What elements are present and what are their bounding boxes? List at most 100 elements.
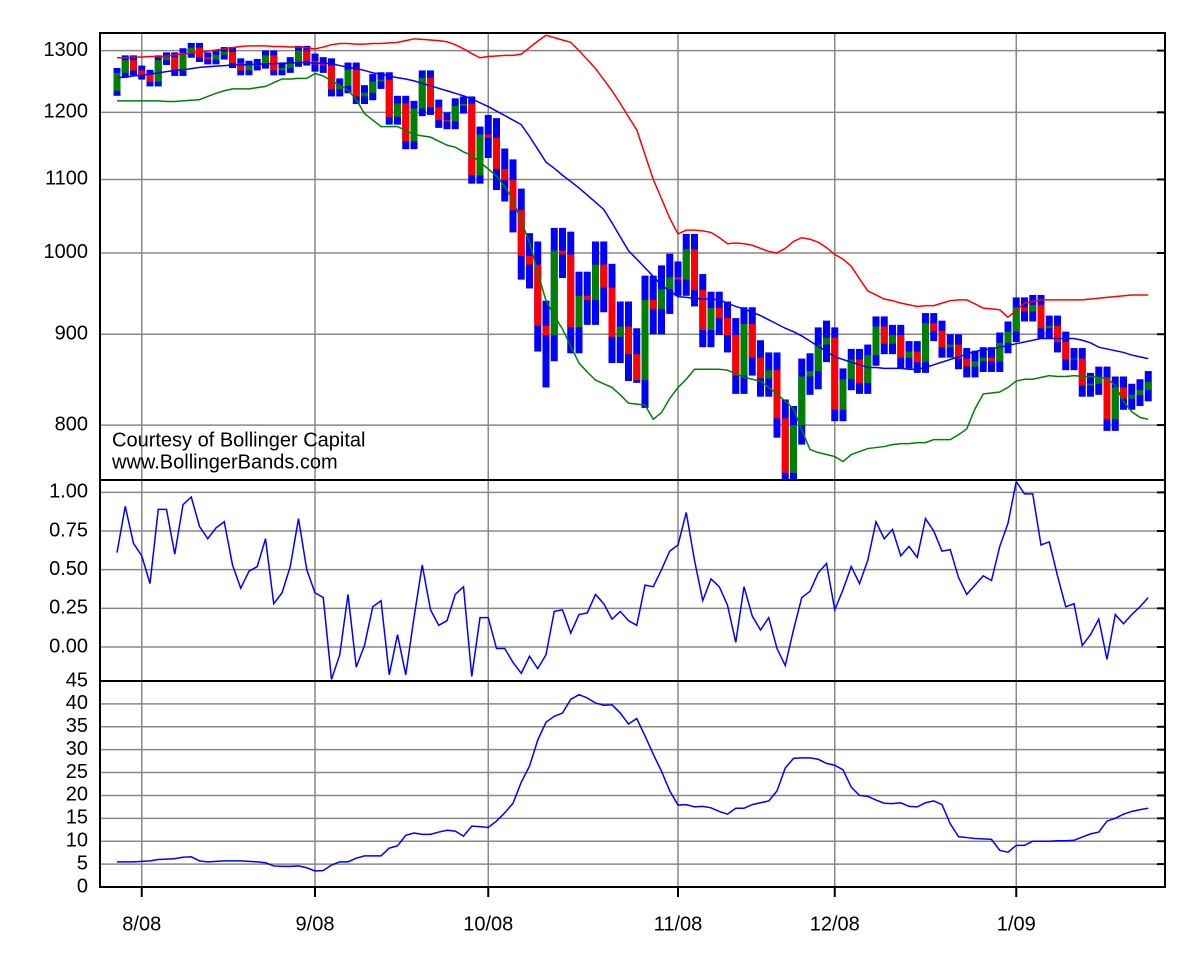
y-tick-label: 800 [55,413,88,435]
candle-body [674,277,682,280]
candle-body [526,256,533,265]
grid-group [100,480,1165,681]
y-tick-label: 0.00 [49,635,88,657]
y-tick-label: 1.00 [49,481,88,503]
grid-group [100,33,1165,480]
candle-body [955,344,962,359]
candle-body [369,81,377,93]
candle-body [905,351,913,358]
candle-body [443,120,451,122]
candle-body [1062,341,1070,360]
candle-body [344,69,352,86]
series-line [117,72,1149,463]
candle-body [517,210,525,257]
candle-body [418,77,426,109]
y-tick-label: 0 [77,875,88,897]
candle-body [889,335,896,344]
candle-body [666,277,674,290]
candle-body [1078,358,1086,386]
candle-body [1095,377,1103,384]
candle-body [781,418,789,473]
y-tick-label: 1100 [45,168,88,190]
candle-body [946,344,954,348]
candle-body [435,107,443,121]
y-tick-label: 20 [66,784,88,806]
y-tick-label: 1300 [44,39,89,61]
x-tick-label: 10/08 [463,913,513,935]
candle-body [1128,394,1136,399]
y-tick-label: 0.75 [49,519,88,541]
candle-body [1120,387,1127,399]
candle-body [831,337,839,410]
y-tick-label: 0.25 [49,597,88,619]
candle-body [765,370,773,379]
candle-body [204,57,212,60]
y-tick-label: 35 [66,715,88,737]
candle-body [583,295,591,300]
series-group [116,480,1149,680]
candle-body [996,342,1004,362]
candle-body [270,55,278,71]
annotation: www.BollingerBands.com [111,451,338,473]
candle-range [542,300,550,388]
candle-body [1087,383,1094,386]
candle-body [790,425,797,473]
candle-body [476,134,484,176]
candle-body [542,325,550,336]
x-tick-label: 9/08 [296,913,335,935]
candle-body [567,254,575,328]
candle-body [427,77,434,108]
candle-body [740,324,748,376]
candle-body [979,357,987,362]
candle-body [187,47,195,53]
candle-body [1054,325,1061,342]
y-tick-label: 15 [66,807,88,829]
candle-body [922,323,929,363]
candle-body [575,295,583,328]
candle-body [938,330,946,348]
candle-body [757,357,764,379]
candle-body [641,299,649,381]
candle-body [154,60,162,82]
candle-body [748,324,756,358]
candle-body [394,103,401,117]
candle-body [872,326,880,356]
candle-body [963,358,971,367]
candle-body [501,168,509,181]
candle-body [451,105,459,122]
series-line [117,693,1149,872]
x-tick-label: 1/09 [997,913,1036,935]
y-tick-label: 1200 [44,101,89,123]
candle-body [286,61,294,68]
candle-body [319,64,327,66]
candle-body [1045,325,1053,329]
candle-body [1004,331,1012,343]
candle-body [171,57,179,72]
candle-body [847,359,855,380]
candle-body [649,299,657,309]
candle-body [493,137,500,169]
x-tick-label: 12/08 [810,913,860,935]
candle-body [1070,358,1078,360]
candle-body [814,344,822,372]
candle-body [295,50,302,62]
y-tick-label: 45 [66,669,88,691]
candle-body [806,371,814,377]
bandwidth-panel-frame [99,680,1166,888]
candle-body [460,104,467,106]
candle-body [682,249,690,280]
candle-body [1136,390,1144,395]
candle-body [1103,377,1111,420]
candle-body [130,60,137,71]
candle-body [303,50,311,61]
candle-body [699,290,707,330]
series-line [116,480,1149,680]
series-group [117,693,1149,872]
candle-body [691,249,698,291]
candle-body [278,67,286,71]
candle-body [559,250,566,255]
candle-body [534,264,542,326]
candle-body [385,79,393,117]
candle-body [1021,307,1028,312]
